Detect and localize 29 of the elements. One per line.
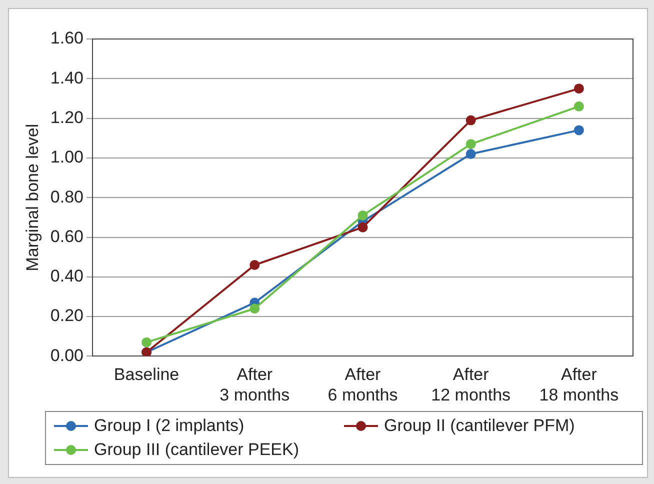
x-tick-label: Baseline — [114, 365, 180, 384]
y-tick-label: 0.60 — [50, 226, 84, 246]
point — [250, 260, 260, 270]
point — [466, 115, 476, 126]
point — [574, 125, 584, 136]
y-tick-label: 1.60 — [50, 28, 84, 48]
y-tick-label: 1.40 — [50, 68, 84, 88]
y-tick-label: 1.00 — [50, 148, 84, 167]
point — [574, 84, 584, 94]
y-tick-label: 0.20 — [50, 306, 84, 326]
y-tick-label: 0.80 — [50, 187, 84, 206]
y-tick-label: 0.00 — [50, 346, 84, 365]
point — [358, 222, 368, 232]
x-tick-label: After 3 months — [220, 365, 290, 404]
point — [574, 101, 584, 112]
legend-label: Group I (2 implants) — [94, 416, 244, 436]
y-tick-label: 1.20 — [50, 108, 84, 127]
point — [358, 210, 368, 220]
legend-label: Group II (cantilever PFM) — [384, 416, 575, 436]
point — [142, 337, 152, 348]
x-tick-label: After 12 months — [431, 365, 511, 404]
point — [466, 148, 476, 159]
y-tick-label: 0.40 — [50, 266, 84, 286]
legend-label: Group III (cantilever PEEK) — [94, 440, 300, 460]
point — [250, 304, 260, 314]
point — [466, 139, 476, 150]
x-tick-label: After 6 months — [328, 365, 398, 404]
y-axis-title: Marginal bone level — [22, 124, 42, 272]
x-tick-label: After 18 months — [539, 365, 619, 404]
